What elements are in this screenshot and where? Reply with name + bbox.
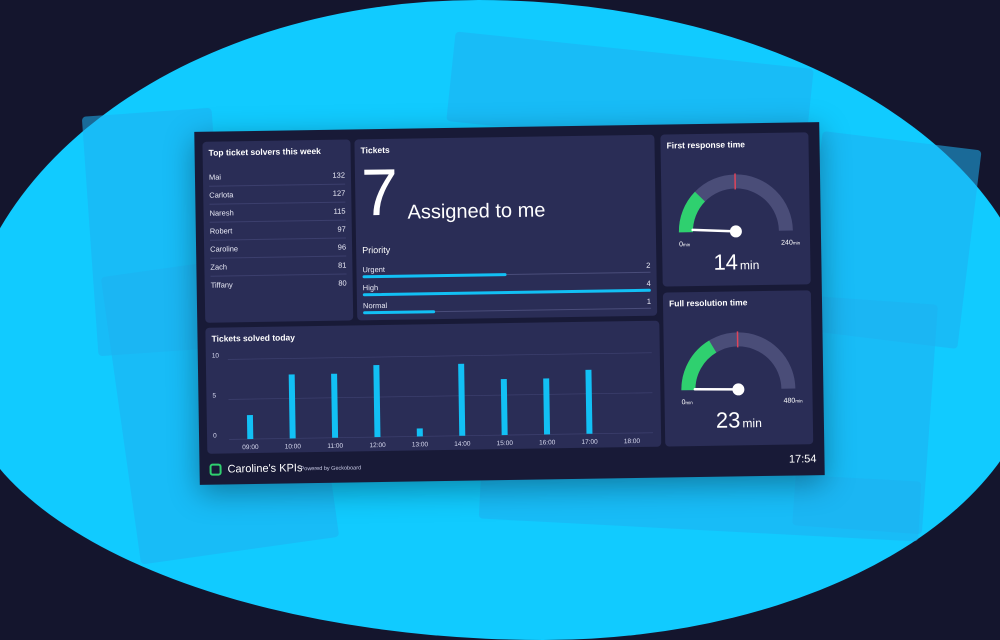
chart-x-tick-label: 14:00 <box>454 441 471 448</box>
chart-bar <box>585 370 592 434</box>
ticket-solvers-title: Top ticket solvers this week <box>209 146 321 158</box>
gauge-hub <box>730 225 742 237</box>
chart-bar <box>543 378 550 434</box>
solver-count: 80 <box>338 279 346 288</box>
dashboard: Top ticket solvers this week Mai 132 Car… <box>194 122 824 485</box>
solver-name: Carlota <box>209 190 233 199</box>
ticket-solvers-panel: Top ticket solvers this week Mai 132 Car… <box>202 139 353 322</box>
chart-gridline <box>228 353 652 360</box>
priority-row-normal: Normal 1 <box>363 297 651 320</box>
gauge-max-label: 240min <box>781 239 800 246</box>
priority-count: 2 <box>646 261 650 270</box>
gauge-needle <box>693 229 736 232</box>
solver-name: Mai <box>209 173 221 182</box>
chart-y-tick-label: 0 <box>213 433 217 440</box>
priority-label: High <box>363 283 379 292</box>
chart-x-tick-label: 11:00 <box>327 443 343 450</box>
gauge-min-label: 0min <box>679 241 690 248</box>
chart-x-tick-label: 15:00 <box>497 440 514 447</box>
solver-count: 132 <box>332 171 345 180</box>
chart-x-tick-label: 18:00 <box>624 438 641 445</box>
solver-count: 81 <box>338 261 346 270</box>
solver-count: 115 <box>333 207 345 216</box>
solver-count: 97 <box>337 225 345 234</box>
gauge-max-label: 480min <box>784 397 803 404</box>
solver-count: 96 <box>338 243 346 252</box>
priority-label: Urgent <box>362 265 385 274</box>
solver-name: Robert <box>210 226 233 235</box>
gauge-green-zone <box>685 197 700 233</box>
priority-bar <box>363 310 435 314</box>
chart-bar <box>247 415 253 439</box>
gauge-needle <box>695 389 739 391</box>
tickets-title: Tickets <box>360 145 389 155</box>
tickets-solved-chart: 10 5 0 09:00 10:00 11:00 12:00 13:00 14:00 15:00 1… <box>205 321 661 454</box>
solver-name: Caroline <box>210 244 238 253</box>
gauge-green-zone <box>688 347 714 391</box>
full-resolution-title: Full resolution time <box>669 297 748 308</box>
priority-bar <box>363 289 651 297</box>
chart-x-tick-label: 16:00 <box>539 439 556 446</box>
assigned-count: 7 <box>361 159 399 226</box>
solver-row: Tiffany 80 <box>211 274 347 294</box>
gauge-hub <box>732 383 744 395</box>
chart-y-tick-label: 5 <box>212 393 216 400</box>
chart-y-tick-label: 10 <box>212 353 220 360</box>
chart-x-tick-label: 09:00 <box>242 444 259 451</box>
geckoboard-logo-icon <box>209 464 221 476</box>
chart-bar <box>289 374 296 438</box>
chart-bar <box>501 379 508 435</box>
chart-bar <box>373 365 380 437</box>
solver-name: Tiffany <box>211 280 233 289</box>
tickets-panel: Tickets 7 Assigned to me Priority Urgent… <box>354 135 657 321</box>
assigned-label: Assigned to me <box>407 199 545 224</box>
priority-title: Priority <box>362 245 390 255</box>
priority-count: 1 <box>647 297 651 306</box>
solver-count: 127 <box>333 189 346 198</box>
chart-x-tick-label: 17:00 <box>581 439 598 446</box>
chart-x-tick-label: 12:00 <box>369 442 386 449</box>
gauge-min-label: 0min <box>682 399 693 406</box>
powered-by: Powered by Geckoboard <box>301 465 362 472</box>
solver-name: Naresh <box>209 208 233 217</box>
chart-x-tick-label: 10:00 <box>285 443 302 450</box>
priority-count: 4 <box>646 279 650 288</box>
priority-label: Normal <box>363 301 387 310</box>
first-response-title: First response time <box>666 139 745 150</box>
chart-bar <box>331 374 338 438</box>
chart-bar <box>458 364 465 436</box>
chart-x-tick-label: 13:00 <box>412 441 429 448</box>
solver-name: Zach <box>210 262 227 271</box>
clock: 17:54 <box>789 453 817 465</box>
chart-bar <box>417 428 423 436</box>
dashboard-name: Caroline's KPIs <box>227 462 302 475</box>
